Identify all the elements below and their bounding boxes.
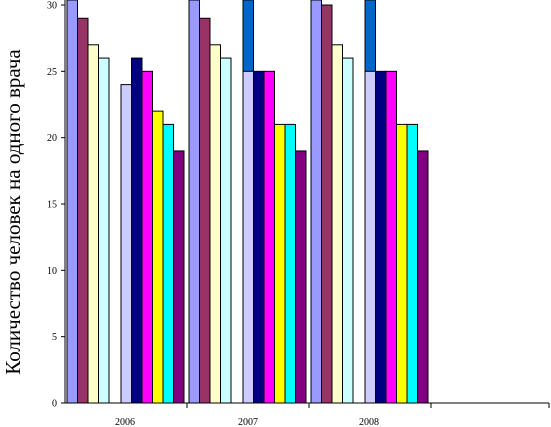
y-axis-title: Количество человек на одного врача [1,49,25,375]
y-tick-label: 0 [52,399,57,410]
bar-2006-7 [141,70,153,404]
y-tick-label: 10 [47,266,57,277]
bar-2007-10 [295,150,307,404]
y-tick-label: 20 [47,133,57,144]
bar-2008-9 [406,123,418,404]
bar-2006-2 [77,17,89,404]
x-category-label: 2006 [115,417,135,427]
bar-2008-10 [417,150,429,404]
bar-2007-4 [220,57,232,404]
bar-2007-5 [242,70,254,404]
bar-2008-1 [310,0,322,404]
bar-2008-7 [385,70,397,404]
bar-2008-2 [321,4,333,404]
bar-2007-6 [253,70,265,404]
x-category-label: 2008 [359,417,379,427]
bar-2006-6 [131,57,143,404]
x-category-label: 2007 [238,417,258,427]
bar-2006-9 [162,123,174,404]
bar-2006-10 [173,150,185,404]
y-tick-label: 25 [47,67,57,78]
y-tick-label: 30 [47,1,57,12]
bar-2007-8 [274,123,286,404]
y-ticks-group: 0 5 10 15 20 25 30 [47,1,65,410]
bar-2006-8 [152,110,164,404]
bars-group [66,0,429,404]
bar-2008-4 [342,57,354,404]
bar-2007-9 [284,123,296,404]
bar-2006-5 [120,84,132,404]
bar-2007-3 [209,44,221,404]
bar-2008-8 [396,123,408,404]
bar-2006-1 [66,0,78,404]
bar-2007-7 [263,70,275,404]
x-ticks-group: 2006 2007 2008 [115,403,550,427]
bar-2008-5 [364,70,376,404]
bar-2007-2 [199,17,211,404]
bar-2008-6 [375,70,387,404]
y-tick-label: 5 [52,332,57,343]
y-tick-label: 15 [47,200,57,211]
bar-2006-4 [98,57,110,404]
bar-2006-3 [87,44,99,404]
bar-2007-1 [188,0,200,404]
bar-2008-3 [331,44,343,404]
